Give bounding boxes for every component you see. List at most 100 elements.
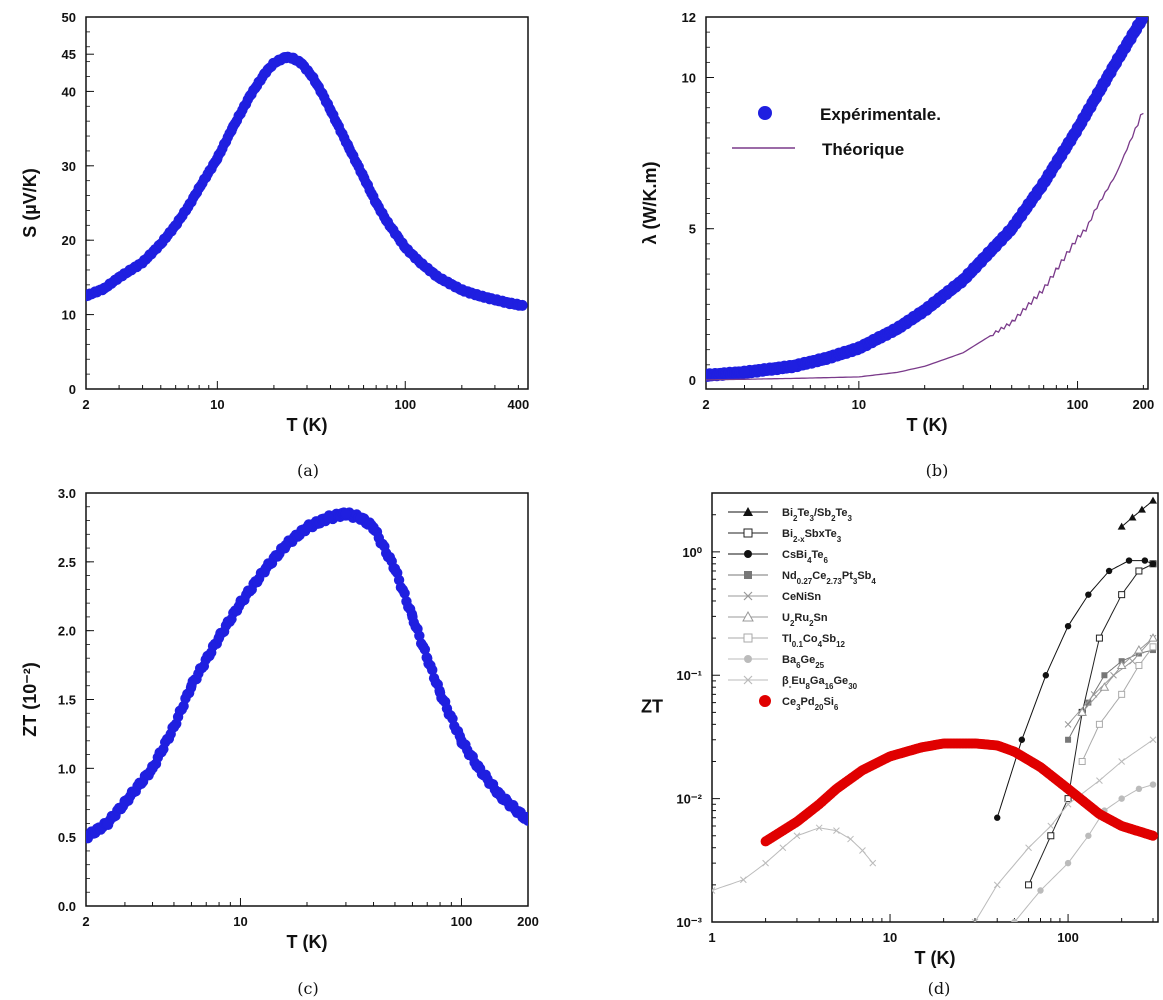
theory-line (706, 112, 1144, 381)
data-point (1085, 591, 1092, 598)
data-point (971, 918, 979, 922)
data-point (340, 508, 352, 519)
data-point (739, 367, 750, 378)
data-point (1135, 567, 1143, 575)
chart-panel-4: 1 10 100 10⁻³ 10⁻² 10⁻¹ 10⁰ T (K) ZT (d) Bi2Te3/Sb… (641, 492, 1159, 998)
data-point (414, 257, 426, 268)
chart-panel-3: 2 10 100 200 0.0 0.5 1.0 1.5 2.0 2.5 3.0 T (K) ZT (1… (20, 486, 539, 998)
data-point (323, 512, 334, 523)
data-point (316, 87, 328, 99)
data-point (993, 881, 1001, 889)
data-point (495, 790, 506, 802)
data-point (307, 71, 318, 82)
legend-marker (743, 633, 753, 643)
data-point (1148, 633, 1158, 642)
y-tick-label: 10⁻² (676, 792, 702, 807)
y-tick-label: 5 (689, 222, 696, 237)
data-point (280, 540, 291, 551)
legend-marker (744, 571, 752, 579)
y-tick-label: 1.0 (58, 761, 76, 776)
data-point (1149, 736, 1157, 744)
data-point (517, 300, 528, 311)
data-point (793, 832, 801, 840)
y-tick-label: 10⁻¹ (676, 668, 702, 683)
data-point (1099, 682, 1110, 691)
data-point (400, 242, 411, 253)
x-axis-label: T (K) (287, 415, 328, 435)
data-point (370, 197, 382, 209)
plot-area (86, 507, 528, 844)
data-point (137, 257, 148, 268)
data-point (1085, 832, 1092, 839)
x-tick-label: 2 (82, 914, 89, 929)
legend-marker (759, 695, 771, 707)
panel-caption: (b) (926, 461, 949, 480)
data-point (325, 104, 336, 116)
x-tick-label: 100 (1057, 930, 1079, 945)
data-point (1025, 881, 1033, 889)
plot-frame (85, 492, 529, 907)
data-point (473, 763, 485, 774)
y-tick-label: 10⁻³ (676, 915, 702, 930)
data-point (155, 238, 166, 250)
legend-label: CeNiSn (782, 591, 821, 603)
x-tick-label: 10 (852, 397, 866, 412)
data-point (1085, 699, 1092, 706)
data-point (419, 644, 431, 655)
legend-marker (743, 528, 753, 538)
data-point (193, 182, 205, 194)
data-point (1134, 645, 1144, 654)
y-tick-label: 40 (62, 84, 76, 99)
y-tick-label: 20 (62, 233, 76, 248)
data-point (456, 735, 467, 746)
legend-label: β-Eu8Ga16Ge30 (782, 675, 858, 691)
data-point (1135, 661, 1143, 669)
data-point (1116, 660, 1127, 669)
series-2 (1025, 560, 1157, 889)
legend-marker-experimental (758, 106, 772, 120)
legend-label: Bi2Te3/Sb2Te3 (782, 507, 853, 523)
data-point (427, 664, 438, 676)
y-tick-label: 12 (682, 10, 696, 25)
data-point (1078, 757, 1086, 765)
data-point (407, 611, 418, 623)
data-point (957, 274, 969, 286)
series-1 (86, 507, 528, 844)
data-point (433, 272, 444, 283)
legend-label: U2Ru2Sn (782, 612, 828, 628)
y-tick-label: 10⁰ (682, 545, 702, 560)
x-tick-label: 200 (1133, 397, 1155, 412)
data-point (502, 297, 513, 308)
data-point (99, 283, 110, 294)
data-point (381, 216, 393, 227)
x-tick-label: 10 (883, 930, 897, 945)
data-point (389, 563, 401, 574)
series-line (1081, 637, 1154, 713)
y-tick-label: 0.0 (58, 899, 76, 914)
data-point (919, 305, 930, 316)
data-point (847, 835, 854, 843)
data-point (1065, 736, 1072, 743)
data-point (301, 522, 313, 533)
data-point (268, 57, 280, 69)
x-tick-label: 10 (210, 397, 224, 412)
data-point (1137, 505, 1146, 513)
data-point (113, 272, 125, 283)
legend-label: Bi2-xSbxTe3 (782, 528, 842, 544)
data-point (186, 680, 197, 691)
chart-panel-2: 2 10 100 200 0 5 10 12 T (K) λ (W/K.m) (b) Expérime… (640, 10, 1154, 480)
data-point (1047, 822, 1055, 830)
y-tick-label: 45 (62, 47, 76, 62)
x-tick-label: 200 (517, 914, 539, 929)
data-point (1064, 622, 1072, 630)
data-point (1064, 859, 1072, 867)
legend-label: CsBi4Te6 (782, 549, 829, 565)
legend-marker (743, 591, 753, 601)
data-point (170, 220, 181, 231)
data-point (1110, 57, 1122, 68)
data-point (1129, 657, 1136, 665)
data-point (1095, 634, 1103, 642)
data-point (286, 52, 298, 64)
series-3 (994, 557, 1157, 821)
